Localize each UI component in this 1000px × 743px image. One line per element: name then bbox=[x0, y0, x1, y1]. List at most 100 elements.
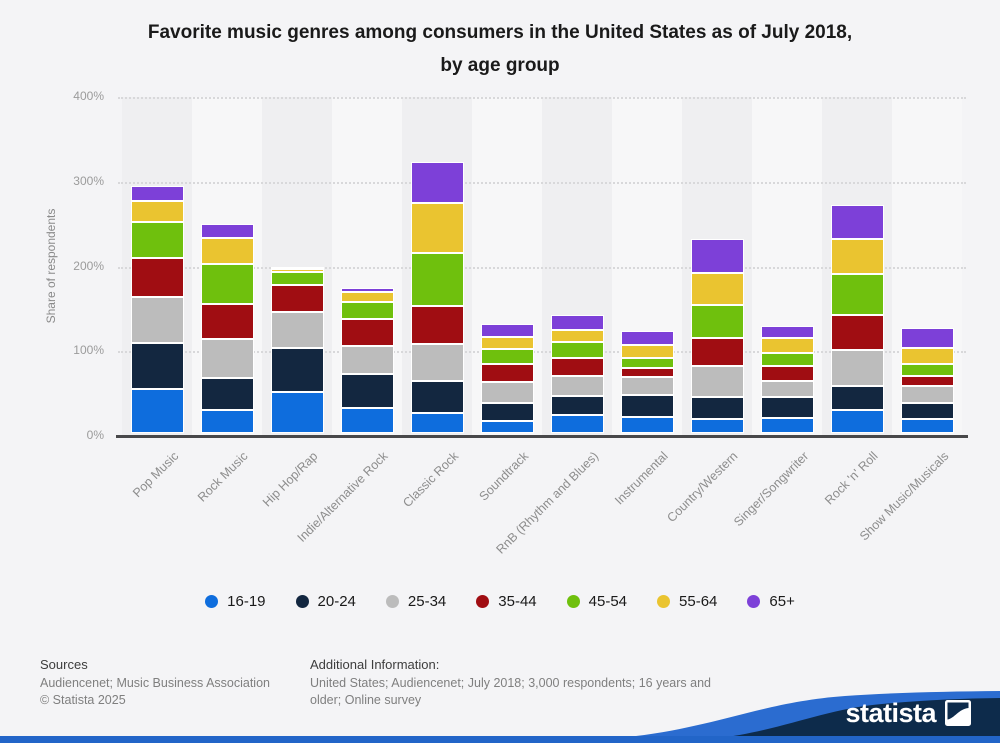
bar-segment[interactable] bbox=[620, 416, 674, 433]
bar-segment[interactable] bbox=[900, 327, 954, 349]
stacked-bar[interactable] bbox=[690, 238, 744, 433]
bar-segment[interactable] bbox=[550, 315, 604, 330]
bar-segment[interactable] bbox=[760, 338, 814, 354]
bar-segment[interactable] bbox=[760, 366, 814, 382]
bar-segment[interactable] bbox=[410, 344, 464, 382]
bar-segment[interactable] bbox=[690, 338, 744, 367]
bar-segment[interactable] bbox=[130, 343, 184, 389]
bar-segment[interactable] bbox=[200, 338, 254, 378]
bar-segment[interactable] bbox=[200, 264, 254, 305]
stacked-bar[interactable] bbox=[340, 288, 394, 433]
bar-segment[interactable] bbox=[270, 392, 324, 433]
bar-segment[interactable] bbox=[130, 200, 184, 222]
bar-segment[interactable] bbox=[550, 358, 604, 377]
bar-segment[interactable] bbox=[130, 296, 184, 344]
bar-segment[interactable] bbox=[480, 349, 534, 365]
bar-segment[interactable] bbox=[760, 381, 814, 398]
bar-segment[interactable] bbox=[900, 403, 954, 419]
bar-segment[interactable] bbox=[760, 417, 814, 433]
bar-segment[interactable] bbox=[760, 353, 814, 367]
bar-segment[interactable] bbox=[270, 272, 324, 285]
bar-segment[interactable] bbox=[130, 186, 184, 201]
bar-segment[interactable] bbox=[690, 396, 744, 419]
bar-segment[interactable] bbox=[830, 385, 884, 411]
bar-segment[interactable] bbox=[620, 357, 674, 368]
bar-segment[interactable] bbox=[830, 315, 884, 350]
bar-segment[interactable] bbox=[760, 397, 814, 418]
legend-item[interactable]: 55-64 bbox=[657, 593, 717, 610]
bar-segment[interactable] bbox=[760, 326, 814, 339]
bar-segment[interactable] bbox=[340, 288, 394, 292]
bar-segment[interactable] bbox=[270, 311, 324, 349]
bar-segment[interactable] bbox=[200, 223, 254, 239]
bar-segment[interactable] bbox=[480, 382, 534, 404]
bar-segment[interactable] bbox=[830, 205, 884, 239]
legend-item[interactable]: 20-24 bbox=[295, 593, 356, 610]
bar-segment[interactable] bbox=[130, 388, 184, 433]
bar-segment[interactable] bbox=[900, 348, 954, 364]
bar-segment[interactable] bbox=[200, 238, 254, 265]
bar-segment[interactable] bbox=[410, 412, 464, 433]
legend-item[interactable]: 45-54 bbox=[566, 593, 627, 610]
bar-segment[interactable] bbox=[900, 363, 954, 377]
stacked-bar[interactable] bbox=[410, 161, 464, 433]
bar-segment[interactable] bbox=[550, 342, 604, 359]
bar-segment[interactable] bbox=[480, 364, 534, 383]
bar-segment[interactable] bbox=[550, 376, 604, 396]
bar-segment[interactable] bbox=[270, 284, 324, 312]
bar-segment[interactable] bbox=[200, 304, 254, 339]
bar-segment[interactable] bbox=[550, 395, 604, 416]
legend-item[interactable]: 35-44 bbox=[476, 593, 537, 610]
bar-segment[interactable] bbox=[620, 394, 674, 417]
bar-segment[interactable] bbox=[340, 301, 394, 320]
bar-segment[interactable] bbox=[620, 330, 674, 345]
bar-segment[interactable] bbox=[410, 381, 464, 413]
bar-segment[interactable] bbox=[690, 305, 744, 339]
bar-segment[interactable] bbox=[900, 376, 954, 387]
bar-segment[interactable] bbox=[130, 257, 184, 297]
bar-segment[interactable] bbox=[830, 238, 884, 274]
bar-segment[interactable] bbox=[410, 305, 464, 345]
bar-segment[interactable] bbox=[550, 415, 604, 433]
stacked-bar[interactable] bbox=[620, 330, 674, 433]
legend-item[interactable]: 65+ bbox=[747, 593, 795, 610]
bar-segment[interactable] bbox=[480, 403, 534, 422]
bar-segment[interactable] bbox=[900, 386, 954, 404]
bar-segment[interactable] bbox=[270, 266, 324, 269]
bar-segment[interactable] bbox=[620, 344, 674, 358]
stacked-bar[interactable] bbox=[130, 186, 184, 433]
bar-segment[interactable] bbox=[130, 222, 184, 258]
bar-segment[interactable] bbox=[410, 161, 464, 204]
stacked-bar[interactable] bbox=[200, 223, 254, 433]
bar-segment[interactable] bbox=[830, 410, 884, 433]
bar-segment[interactable] bbox=[620, 367, 674, 378]
bar-segment[interactable] bbox=[340, 319, 394, 346]
stacked-bar[interactable] bbox=[480, 323, 534, 433]
stacked-bar[interactable] bbox=[830, 205, 884, 433]
bar-segment[interactable] bbox=[620, 377, 674, 395]
bar-segment[interactable] bbox=[200, 377, 254, 411]
legend-item[interactable]: 16-19 bbox=[205, 593, 266, 610]
bar-segment[interactable] bbox=[340, 345, 394, 374]
bar-segment[interactable] bbox=[340, 407, 394, 433]
bar-segment[interactable] bbox=[690, 272, 744, 306]
bar-segment[interactable] bbox=[690, 418, 744, 433]
bar-segment[interactable] bbox=[270, 268, 324, 273]
bar-segment[interactable] bbox=[480, 337, 534, 350]
bar-segment[interactable] bbox=[410, 203, 464, 254]
bar-segment[interactable] bbox=[690, 366, 744, 397]
stacked-bar[interactable] bbox=[900, 327, 954, 433]
stacked-bar[interactable] bbox=[270, 266, 324, 433]
bar-segment[interactable] bbox=[830, 273, 884, 316]
legend-item[interactable]: 25-34 bbox=[385, 593, 446, 610]
bar-segment[interactable] bbox=[900, 418, 954, 433]
stacked-bar[interactable] bbox=[760, 326, 814, 433]
bar-segment[interactable] bbox=[410, 253, 464, 306]
bar-segment[interactable] bbox=[340, 373, 394, 408]
bar-segment[interactable] bbox=[480, 323, 534, 338]
bar-segment[interactable] bbox=[200, 410, 254, 433]
bar-segment[interactable] bbox=[550, 329, 604, 343]
bar-segment[interactable] bbox=[480, 421, 534, 433]
bar-segment[interactable] bbox=[830, 349, 884, 386]
stacked-bar[interactable] bbox=[550, 315, 604, 433]
